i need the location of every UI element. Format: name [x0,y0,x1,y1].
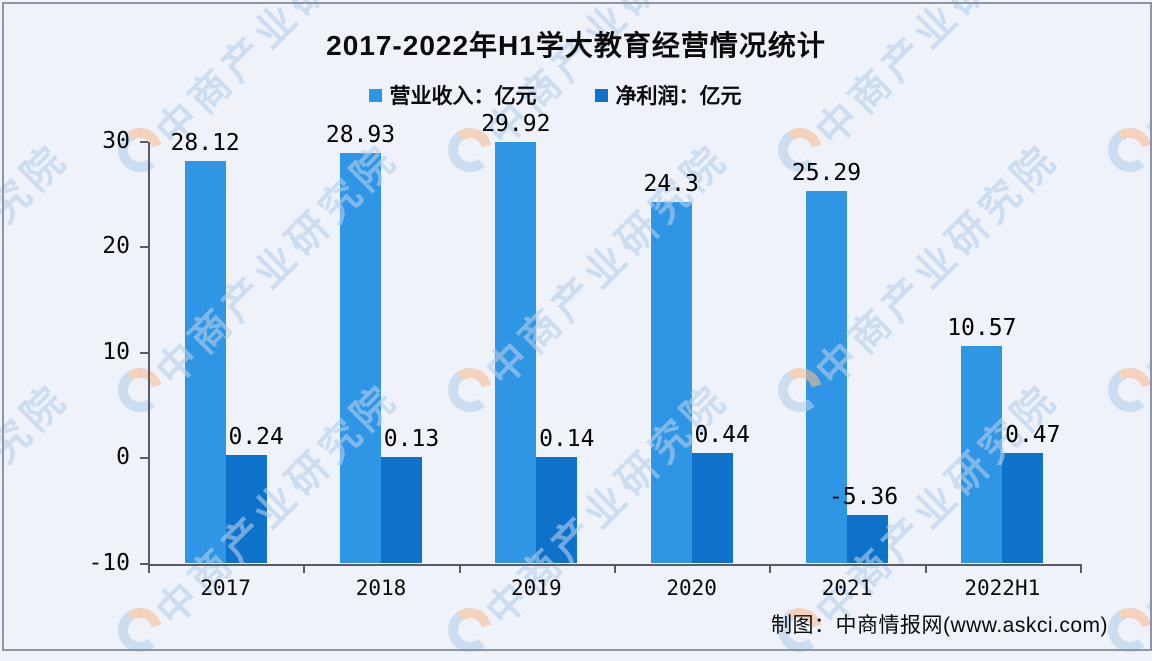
value-label: 0.47 [1005,422,1061,449]
y-tick [140,457,148,459]
profit-bar-2018 [380,456,422,564]
x-category-label: 2018 [355,575,407,600]
x-tick [924,563,927,573]
legend-item-profit: 净利润：亿元 [594,80,742,110]
value-label: 0.44 [694,422,750,449]
legend-label-profit: 净利润：亿元 [615,85,742,108]
value-label: 24.3 [643,170,699,197]
x-tick [303,563,306,573]
legend-item-revenue: 营业收入：亿元 [368,80,537,110]
x-tick [458,563,461,573]
revenue-swatch-icon [368,88,382,102]
value-label: 25.29 [791,160,862,187]
revenue-bar-2019 [495,142,537,564]
profit-bar-2020 [691,453,733,564]
y-axis-line [148,141,150,572]
x-tick [1079,563,1082,573]
revenue-bar-2018 [339,152,381,564]
y-tick [140,246,148,248]
y-tick [140,351,148,354]
value-label: 10.57 [947,315,1017,342]
x-category-label: 2017 [200,575,251,600]
y-tick-label: 20 [102,233,130,259]
value-label: 28.93 [325,121,396,148]
value-label: 0.24 [228,424,284,451]
value-label: 29.92 [481,111,551,138]
value-label: 0.13 [383,425,440,452]
revenue-bar-2017 [184,161,226,564]
profit-bar-2022H1 [1002,453,1044,564]
legend: 营业收入：亿元 净利润：亿元 [0,80,1110,110]
y-tick-label: -10 [88,549,130,576]
value-label: 0.14 [539,425,595,452]
revenue-bar-2022H1 [961,346,1003,564]
revenue-bar-2020 [650,201,692,564]
attribution: 制图：中商情报网(www.askci.com) [770,614,1108,637]
value-label: 28.12 [170,130,240,157]
y-tick-label: 0 [116,444,130,470]
x-tick [148,563,150,573]
value-label: -5.36 [828,483,899,510]
x-category-label: 2022H1 [964,575,1041,600]
y-tick-label: 30 [102,127,130,154]
profit-bar-2017 [225,455,267,564]
y-tick-label: 10 [102,338,130,365]
profit-bar-2021 [846,514,888,564]
x-tick [769,563,772,573]
y-tick [140,562,148,565]
x-category-label: 2020 [666,575,717,600]
profit-swatch-icon [594,88,608,102]
legend-label-revenue: 营业收入：亿元 [389,85,537,108]
profit-bar-2019 [536,456,578,564]
x-category-label: 2019 [511,575,562,600]
chart-title: 2017-2022年H1学大教育经营情况统计 [326,30,826,61]
x-category-label: 2021 [821,575,873,600]
x-tick [613,563,616,573]
